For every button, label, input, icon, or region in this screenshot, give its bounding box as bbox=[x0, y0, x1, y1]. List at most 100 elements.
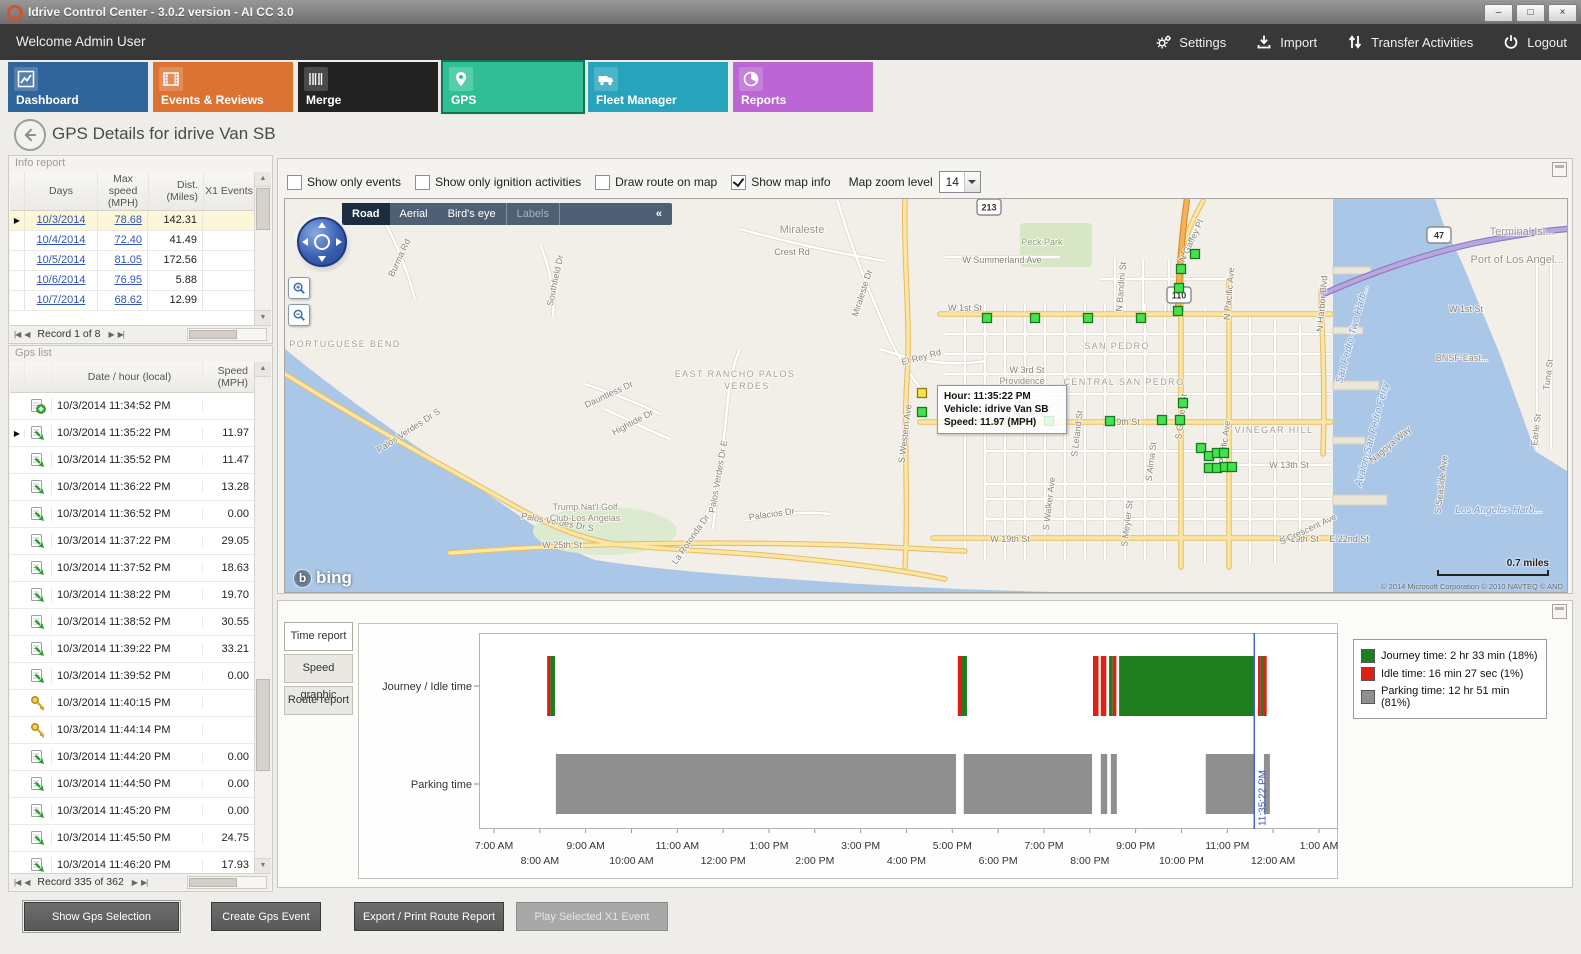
info-report-row[interactable]: 10/4/2014 72.40 41.49 bbox=[10, 231, 255, 251]
gps-list-row[interactable]: 10/3/2014 11:37:52 PM 18.63 bbox=[10, 555, 255, 582]
scroll-thumb[interactable] bbox=[189, 877, 237, 887]
gps-marker[interactable] bbox=[1177, 397, 1189, 409]
map-panel-collapse-button[interactable] bbox=[1552, 162, 1567, 177]
info-report-row[interactable]: ▶ 10/3/2014 78.68 142.31 bbox=[10, 211, 255, 231]
last-record-button[interactable]: ▶| bbox=[117, 329, 125, 339]
scroll-thumb[interactable] bbox=[189, 329, 237, 339]
column-header-max-speed-mph[interactable]: Max speed (MPH) bbox=[98, 172, 149, 210]
back-button[interactable] bbox=[14, 119, 46, 151]
gps-marker[interactable] bbox=[916, 406, 928, 418]
map-option-show-map-info[interactable]: Show map info bbox=[731, 174, 831, 190]
next-record-button[interactable]: ▶ bbox=[108, 329, 114, 339]
topbar-import-button[interactable]: Import bbox=[1256, 34, 1317, 51]
gps-vertical-scrollbar[interactable]: ▲ ▼ bbox=[254, 362, 271, 873]
gps-marker[interactable] bbox=[1195, 442, 1207, 454]
gps-list-row[interactable]: 10/3/2014 11:38:52 PM 30.55 bbox=[10, 609, 255, 636]
chart-panel-collapse-button[interactable] bbox=[1552, 604, 1567, 619]
scroll-down-icon[interactable]: ▼ bbox=[255, 858, 271, 873]
gps-list-row[interactable]: 10/3/2014 11:36:22 PM 13.28 bbox=[10, 474, 255, 501]
day-link[interactable]: 10/4/2014 bbox=[25, 231, 98, 250]
nav-tile-gps[interactable]: GPS bbox=[441, 60, 585, 114]
gps-marker[interactable] bbox=[1226, 461, 1238, 473]
first-record-button[interactable]: |◀ bbox=[14, 877, 21, 887]
info-report-row[interactable]: 10/6/2014 76.95 5.88 bbox=[10, 271, 255, 291]
column-header-date-hour-local[interactable]: Date / hour (local) bbox=[52, 362, 203, 392]
map-option-show-only-ignition-activities[interactable]: Show only ignition activities bbox=[415, 174, 581, 190]
gps-marker[interactable] bbox=[1156, 414, 1168, 426]
prev-record-button[interactable]: ◀ bbox=[24, 329, 30, 339]
gps-list-row[interactable]: 10/3/2014 11:46:20 PM 17.93 bbox=[10, 852, 255, 873]
info-vertical-scrollbar[interactable]: ▲ ▼ bbox=[254, 172, 271, 325]
map-style-road-tab[interactable]: Road bbox=[342, 203, 390, 225]
column-header-speed-mph[interactable]: Speed (MPH) bbox=[203, 362, 255, 392]
gps-list-row[interactable]: 10/3/2014 11:36:52 PM 0.00 bbox=[10, 501, 255, 528]
scroll-up-icon[interactable]: ▲ bbox=[255, 172, 271, 187]
unchecked-checkbox-icon[interactable] bbox=[415, 174, 431, 190]
window-titlebar[interactable]: Idrive Control Center - 3.0.2 version - … bbox=[0, 0, 1581, 25]
gps-list-row[interactable]: 10/3/2014 11:44:14 PM bbox=[10, 717, 255, 744]
map-style-labels-tab[interactable]: Labels bbox=[505, 203, 560, 225]
last-record-button[interactable]: ▶| bbox=[140, 877, 148, 887]
map-zoom-select[interactable]: 14 bbox=[938, 171, 981, 193]
gps-marker[interactable] bbox=[1104, 415, 1116, 427]
next-record-button[interactable]: ▶ bbox=[131, 877, 138, 887]
gps-marker[interactable] bbox=[1174, 414, 1186, 426]
footer-export-print-route-report-button[interactable]: Export / Print Route Report bbox=[354, 902, 504, 931]
day-link[interactable]: 10/6/2014 bbox=[25, 271, 98, 290]
column-header-x1-events[interactable]: X1 Events bbox=[204, 172, 255, 210]
nav-tile-reports[interactable]: Reports bbox=[733, 62, 873, 112]
tab-route-report[interactable]: Route report bbox=[284, 686, 353, 715]
day-link[interactable]: 10/5/2014 bbox=[25, 251, 98, 270]
scroll-thumb[interactable] bbox=[256, 678, 270, 771]
gps-list-row[interactable]: 10/3/2014 11:44:20 PM 0.00 bbox=[10, 744, 255, 771]
nav-tile-events[interactable]: Events & Reviews bbox=[153, 62, 293, 112]
horizontal-scrollbar[interactable] bbox=[187, 327, 267, 341]
horizontal-scrollbar[interactable] bbox=[187, 875, 267, 889]
map-canvas[interactable]: Miraleste Peck Park W Summerland Ave Crest … bbox=[285, 199, 1567, 592]
scroll-up-icon[interactable]: ▲ bbox=[255, 362, 271, 377]
checked-checkbox-icon[interactable] bbox=[731, 174, 747, 190]
gps-marker[interactable] bbox=[1172, 305, 1184, 317]
map-option-draw-route-on-map[interactable]: Draw route on map bbox=[595, 174, 717, 190]
map-compass-control[interactable] bbox=[297, 217, 347, 267]
gps-list-row[interactable]: 10/3/2014 11:35:52 PM 11.47 bbox=[10, 447, 255, 474]
first-record-button[interactable]: |◀ bbox=[14, 329, 21, 339]
nav-tile-merge[interactable]: Merge bbox=[298, 62, 438, 112]
gps-marker[interactable] bbox=[1189, 248, 1201, 260]
day-link[interactable]: 10/7/2014 bbox=[25, 291, 98, 310]
tab-time-report[interactable]: Time report bbox=[284, 622, 353, 651]
nav-tile-fleet[interactable]: Fleet Manager bbox=[588, 62, 728, 112]
scroll-thumb[interactable] bbox=[256, 188, 270, 230]
pan-east-icon[interactable] bbox=[336, 238, 342, 246]
gps-marker[interactable] bbox=[1175, 263, 1187, 275]
map-viewport[interactable]: Miraleste Peck Park W Summerland Ave Crest … bbox=[284, 198, 1568, 593]
max-speed-link[interactable]: 78.68 bbox=[98, 211, 148, 230]
scroll-down-icon[interactable]: ▼ bbox=[255, 310, 271, 325]
gps-list-row[interactable]: 10/3/2014 11:39:22 PM 33.21 bbox=[10, 636, 255, 663]
unchecked-checkbox-icon[interactable] bbox=[595, 174, 611, 190]
pan-north-icon[interactable] bbox=[318, 222, 326, 228]
gps-marker[interactable] bbox=[1029, 312, 1041, 324]
tab-speed-graphic[interactable]: Speed graphic bbox=[284, 654, 353, 701]
gps-marker[interactable] bbox=[1218, 447, 1230, 459]
gps-list-row[interactable]: 10/3/2014 11:38:22 PM 19.70 bbox=[10, 582, 255, 609]
window-maximize-button[interactable]: □ bbox=[1516, 4, 1545, 22]
chevron-down-icon[interactable] bbox=[963, 172, 980, 192]
column-header-dist-miles[interactable]: Dist. (Miles) bbox=[149, 172, 204, 210]
topbar-transfer-button[interactable]: Transfer Activities bbox=[1347, 34, 1473, 51]
max-speed-link[interactable]: 72.40 bbox=[98, 231, 148, 250]
nav-tile-dashboard[interactable]: Dashboard bbox=[8, 62, 148, 112]
map-style-aerial-tab[interactable]: Aerial bbox=[399, 208, 428, 220]
max-speed-link[interactable]: 68.62 bbox=[98, 291, 148, 310]
selected-gps-marker[interactable] bbox=[916, 387, 928, 399]
window-minimize-button[interactable]: – bbox=[1484, 4, 1513, 22]
unchecked-checkbox-icon[interactable] bbox=[287, 174, 302, 190]
gps-marker[interactable] bbox=[1135, 312, 1147, 324]
window-close-button[interactable]: × bbox=[1548, 4, 1577, 22]
gps-list-row[interactable]: 10/3/2014 11:34:52 PM bbox=[10, 393, 255, 420]
gps-list-row[interactable]: ▶ 10/3/2014 11:35:22 PM 11.97 bbox=[10, 420, 255, 447]
max-speed-link[interactable]: 81.05 bbox=[98, 251, 148, 270]
map-option-show-only-events[interactable]: Show only events bbox=[287, 174, 401, 190]
gps-list-row[interactable]: 10/3/2014 11:39:52 PM 0.00 bbox=[10, 663, 255, 690]
pan-west-icon[interactable] bbox=[302, 238, 308, 246]
